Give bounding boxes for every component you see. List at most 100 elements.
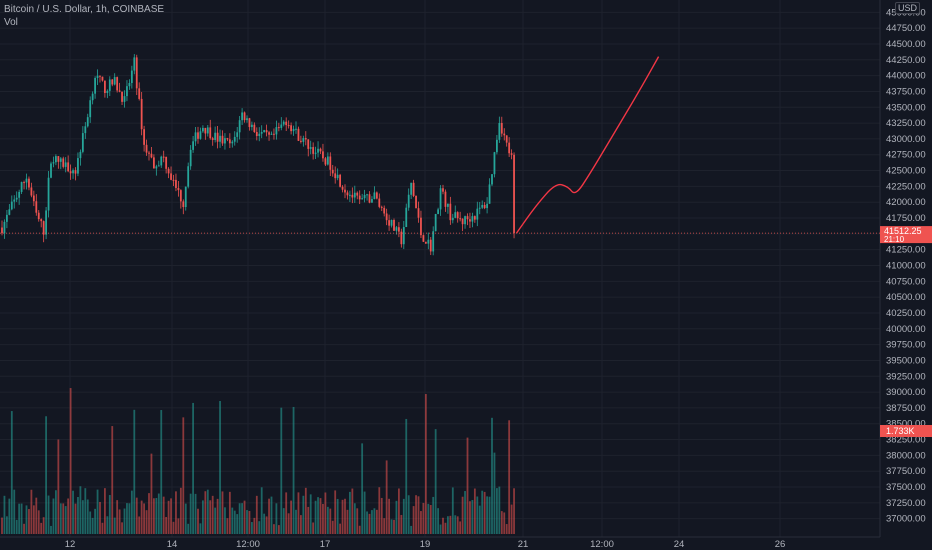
volume-bar: [473, 488, 476, 534]
candle-body: [371, 199, 373, 203]
volume-bar: [167, 500, 170, 534]
candle-body: [505, 135, 508, 143]
candle-body: [309, 147, 312, 149]
volume-bar: [363, 491, 366, 534]
candle-body: [287, 125, 290, 127]
time-tick-label: 24: [674, 539, 685, 550]
time-tick-label: 26: [775, 539, 786, 550]
candle-body: [290, 125, 292, 132]
symbol-title[interactable]: Bitcoin / U.S. Dollar, 1h, COINBASE: [4, 4, 165, 15]
volume-bar: [358, 525, 361, 534]
candle-body: [160, 156, 163, 166]
candle-body: [302, 138, 305, 142]
candle-body: [273, 133, 275, 135]
volume-bar: [476, 496, 479, 534]
volume-bar: [23, 523, 25, 534]
volume-bar: [478, 505, 481, 534]
volume-bar: [86, 499, 89, 534]
candle-body: [346, 192, 349, 196]
price-tick-label: 42250.00: [886, 181, 926, 192]
volume-bar: [233, 510, 236, 534]
volume-bars: [1, 388, 515, 534]
volume-bar: [429, 504, 432, 534]
volume-bar: [192, 402, 194, 534]
volume-bar: [496, 488, 498, 534]
candle-body: [157, 165, 160, 167]
volume-bar: [15, 519, 18, 534]
volume-bar: [121, 522, 123, 534]
candle-body: [236, 132, 239, 137]
volume-bar: [405, 418, 408, 534]
volume-bar: [101, 522, 104, 534]
candle-body: [47, 177, 50, 211]
volume-bar: [471, 500, 474, 534]
candle-body: [361, 198, 364, 200]
time-tick-label: 14: [167, 539, 178, 550]
candle-body: [353, 192, 356, 198]
candle-body: [424, 241, 427, 244]
price-axis-bg: [880, 0, 932, 550]
candle-body: [282, 121, 285, 125]
candle-body: [368, 194, 371, 203]
time-tick-label: 12:00: [236, 539, 260, 550]
volume-bar: [42, 517, 45, 534]
volume-bar: [111, 426, 114, 534]
candle-body: [339, 174, 341, 187]
volume-bar: [295, 509, 297, 534]
volume-bar: [64, 506, 67, 534]
last-price-value: 41512.25: [884, 226, 922, 236]
volume-bar: [45, 416, 47, 534]
candle-body: [493, 152, 496, 175]
candle-body: [378, 198, 381, 207]
volume-bar: [447, 516, 449, 534]
volume-bar: [461, 496, 464, 534]
last-price-badge: [880, 226, 932, 244]
candle-body: [469, 219, 471, 222]
volume-bar: [194, 493, 197, 534]
candle-body: [170, 173, 172, 180]
volume-bar: [302, 495, 305, 534]
candle-body: [84, 126, 87, 134]
candle-body: [498, 122, 501, 140]
candle-body: [473, 216, 476, 220]
candle-body: [383, 207, 386, 214]
volume-bar: [74, 503, 77, 534]
volume-bar: [503, 512, 506, 534]
candle-body: [72, 170, 74, 174]
volume-bar: [59, 503, 62, 534]
candle-body: [432, 231, 435, 252]
candle-body: [314, 152, 317, 154]
candle-body: [128, 83, 131, 87]
currency-label[interactable]: USD: [895, 2, 921, 14]
volume-legend[interactable]: Vol: [4, 17, 18, 28]
volume-bar: [148, 493, 150, 534]
candle-body: [45, 210, 47, 235]
volume-bar: [422, 502, 425, 534]
volume-bar: [69, 388, 72, 534]
candle-body: [246, 118, 248, 121]
volume-bar: [373, 508, 376, 534]
candle-body: [226, 138, 229, 140]
candle-body: [79, 151, 82, 159]
time-axis[interactable]: 12 14 12:00 17 19 21 12:00 24 26: [0, 536, 880, 550]
candle-body: [456, 212, 459, 219]
volume-bar: [253, 517, 256, 534]
volume-bar: [319, 498, 322, 534]
volume-bar: [91, 517, 94, 534]
candle-body: [189, 149, 192, 167]
candle-body: [184, 186, 187, 208]
volume-bar: [493, 452, 496, 534]
volume-bar: [361, 443, 364, 534]
volume-bar: [383, 518, 386, 534]
price-tick-label: 41250.00: [886, 245, 926, 256]
candle-body: [454, 212, 457, 218]
candle-body: [13, 199, 16, 202]
volume-bar: [273, 524, 275, 534]
volume-bar: [77, 496, 79, 534]
candle-body: [143, 129, 145, 145]
price-tick-label: 38000.00: [886, 450, 926, 461]
volume-bar: [30, 489, 33, 534]
price-axis[interactable]: 37000.00 37250.00 37500.00 37750.00 38000.00…: [879, 0, 932, 550]
volume-bar: [47, 495, 50, 534]
